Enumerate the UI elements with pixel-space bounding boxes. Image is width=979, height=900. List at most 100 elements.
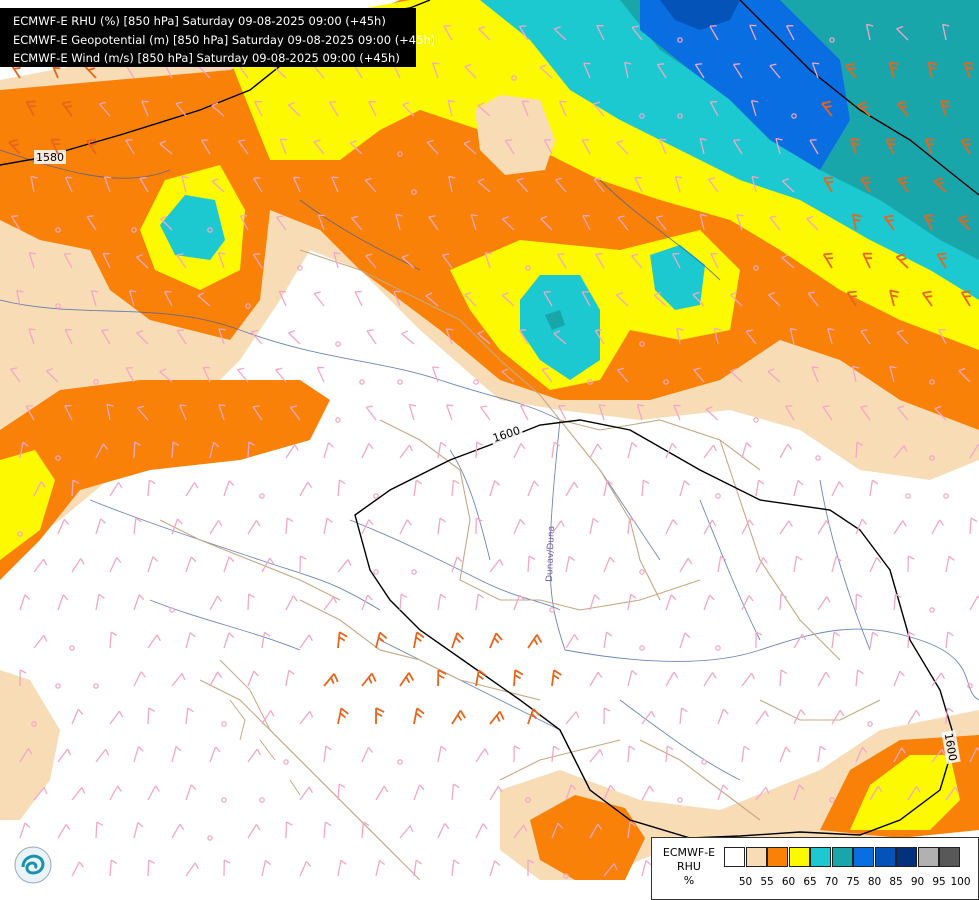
wind-barb (16, 289, 24, 307)
wind-barb (375, 631, 388, 649)
wind-barb (822, 405, 833, 421)
wind-barb (351, 215, 363, 231)
wind-barb (692, 291, 705, 307)
wind-barb (860, 329, 871, 345)
river-label: Dunav/Duna (545, 526, 557, 582)
wind-barb (221, 721, 227, 727)
wind-barb (366, 329, 377, 345)
wind-barb (627, 669, 638, 687)
legend-swatch (917, 847, 939, 867)
legend-swatch (788, 847, 810, 867)
wind-barb (176, 329, 187, 345)
wind-barb (929, 379, 935, 385)
wind-barb (817, 596, 831, 611)
wind-barb (603, 479, 613, 497)
wind-barb (86, 138, 97, 155)
rhu-field (0, 0, 979, 880)
wind-barb (202, 366, 211, 383)
wind-barb (237, 367, 249, 383)
wind-barb (141, 100, 149, 117)
wind-barb (323, 596, 338, 611)
wind-barb (411, 569, 417, 575)
wind-barb (659, 138, 667, 155)
wind-barb (95, 518, 107, 535)
wind-barb (674, 176, 683, 193)
wind-barb (741, 745, 751, 763)
wind-barb (641, 479, 650, 497)
wind-barb (133, 671, 146, 687)
wind-barb (846, 290, 857, 307)
wind-barb (551, 669, 562, 687)
wind-barb (750, 100, 759, 117)
wind-barb (451, 556, 463, 573)
wind-barb (699, 137, 707, 155)
wind-barb (475, 748, 489, 763)
wind-barb (603, 707, 611, 725)
wind-barb (768, 292, 781, 307)
legend-swatch (724, 847, 745, 867)
wind-barb (817, 745, 827, 763)
wind-barb (551, 822, 563, 839)
wind-barb (855, 441, 864, 459)
wind-barb (793, 633, 807, 649)
wind-barb (755, 710, 769, 725)
wind-barb (19, 594, 31, 611)
wind-barb (361, 443, 374, 459)
wind-barb (464, 63, 477, 79)
wind-barb (969, 595, 979, 611)
wind-barb (665, 745, 674, 763)
wind-barb (147, 785, 160, 801)
rhu-band-70-75-central-a (545, 310, 565, 330)
wind-barb (521, 100, 529, 117)
contour-labels: 1580 1600 1600 Dunav/Duna (34, 150, 961, 764)
wind-barb (527, 634, 543, 649)
wind-barb (442, 253, 453, 269)
legend-tick-label: 50 (738, 876, 753, 888)
wind-barb (603, 863, 618, 877)
wind-barb (617, 215, 629, 231)
wind-barb (323, 673, 339, 687)
wind-barb (137, 405, 149, 421)
wind-barb (247, 593, 255, 611)
wind-barb (139, 177, 149, 193)
wind-barb (627, 821, 637, 839)
wind-barb (703, 672, 717, 687)
wind-barb (316, 366, 325, 383)
wind-barb (809, 139, 819, 155)
wind-barb (171, 746, 182, 763)
wind-barb (513, 518, 526, 535)
wind-barb (677, 37, 683, 43)
wind-barb (634, 176, 643, 193)
wind-barb (543, 291, 553, 307)
rhu-band-55-60-south (530, 795, 645, 880)
wind-barb (781, 178, 795, 193)
wind-barb (907, 631, 915, 649)
wind-barb (823, 176, 834, 193)
wind-barb (929, 455, 935, 461)
legend-swatch (939, 847, 960, 867)
wind-barb (753, 265, 759, 271)
wind-barb (437, 517, 446, 535)
wind-barb (501, 292, 515, 307)
legend-tick-label: 70 (824, 876, 839, 888)
wind-barb (393, 290, 401, 307)
wind-barb (365, 253, 377, 269)
legend-tick-label: 90 (910, 876, 925, 888)
wind-barb (593, 101, 605, 117)
wind-barb (775, 137, 783, 155)
wind-barb (28, 252, 37, 269)
wind-barb (679, 707, 688, 725)
title-line-wind: ECMWF-E Wind (m/s) [850 hPa] Saturday 09… (13, 51, 400, 65)
wind-barb (889, 289, 899, 307)
wind-barb (299, 786, 313, 801)
wind-barb (581, 139, 591, 155)
wind-barb (254, 101, 263, 117)
legend-swatch (767, 847, 788, 867)
wind-barb (710, 253, 719, 269)
wind-barb (869, 631, 879, 649)
wind-barb (361, 821, 370, 839)
wind-barb (945, 555, 955, 573)
wind-barb (539, 64, 553, 79)
wind-barb (101, 329, 111, 345)
wind-barb (558, 405, 567, 421)
